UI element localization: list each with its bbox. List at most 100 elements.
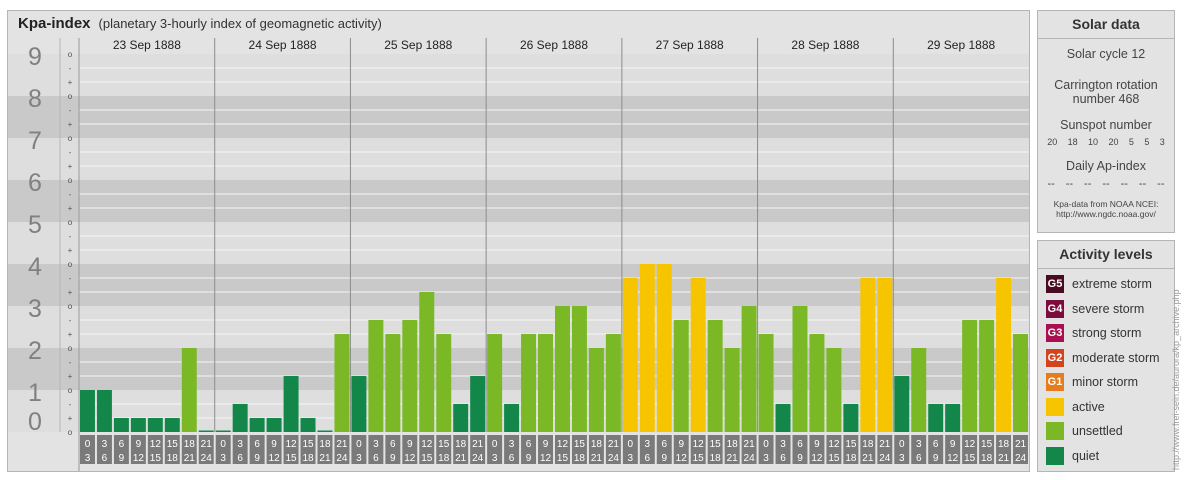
interval-end-label: 3 [85, 453, 91, 464]
sub-tick-label: - [69, 148, 72, 157]
legend-item: G4 severe storm [1046, 299, 1144, 319]
interval-end-label: 18 [574, 453, 586, 464]
kpa-bar-chart: 0123456789o+-o+-o+-o+-o+-o+-o+-o+-o+-o23… [8, 38, 1029, 471]
solar-data-panel: Solar data Solar cycle 12 Carrington rot… [1037, 10, 1175, 233]
day-label: 24 Sep 1888 [249, 38, 317, 52]
interval-start-label: 0 [85, 439, 91, 450]
interval-box [877, 435, 893, 464]
kp-band [8, 138, 1029, 180]
interval-end-label: 15 [964, 453, 976, 464]
sub-tick-label: o [68, 218, 73, 227]
kp-bar [809, 334, 825, 432]
interval-start-label: 3 [373, 439, 379, 450]
interval-box [996, 435, 1012, 464]
sub-tick-label: - [69, 190, 72, 199]
interval-end-label: 9 [526, 453, 532, 464]
legend-item: G5 extreme storm [1046, 274, 1152, 294]
legend-swatch [1046, 446, 1064, 465]
legend-label: severe storm [1072, 301, 1145, 316]
interval-box [470, 435, 486, 464]
interval-start-label: 12 [828, 439, 840, 450]
sub-tick-label: - [69, 400, 72, 409]
interval-start-label: 12 [964, 439, 976, 450]
ap-value: -- [1102, 178, 1110, 190]
interval-end-label: 18 [302, 453, 314, 464]
interval-start-label: 15 [845, 439, 857, 450]
interval-end-label: 15 [828, 453, 840, 464]
interval-end-label: 9 [933, 453, 939, 464]
interval-end-label: 6 [780, 453, 786, 464]
kp-bar [639, 264, 655, 432]
interval-start-label: 0 [628, 439, 634, 450]
ap-value: -- [1157, 178, 1165, 190]
interval-box [249, 435, 265, 464]
interval-box [656, 435, 672, 464]
interval-box [351, 435, 367, 464]
legend-item: G1 minor storm [1046, 372, 1138, 392]
kp-bar [402, 319, 418, 432]
kp-bar [487, 334, 503, 432]
interval-box [826, 435, 842, 464]
interval-end-label: 9 [390, 453, 396, 464]
interval-start-label: 3 [237, 439, 243, 450]
interval-box [419, 435, 435, 464]
sub-tick-label: + [68, 204, 73, 213]
kp-bar [113, 418, 129, 432]
interval-end-label: 15 [150, 453, 162, 464]
interval-end-label: 6 [509, 453, 515, 464]
sunspot-value: 20 [1047, 137, 1058, 147]
kp-band [8, 348, 1029, 390]
interval-end-label: 18 [167, 453, 179, 464]
y-tick-label: 3 [28, 295, 42, 323]
interval-box [792, 435, 808, 464]
kp-band [8, 180, 1029, 222]
interval-end-label: 3 [763, 453, 769, 464]
kp-bar [826, 348, 842, 432]
interval-end-label: 6 [373, 453, 379, 464]
sunspot-label: Sunspot number [1060, 118, 1152, 132]
interval-box [809, 435, 825, 464]
sub-tick-label: + [68, 78, 73, 87]
legend-label: unsettled [1072, 424, 1123, 438]
sub-tick-label: o [68, 134, 73, 143]
legend-item: G2 moderate storm [1046, 348, 1160, 368]
interval-end-label: 12 [404, 453, 416, 464]
interval-start-label: 15 [710, 439, 722, 450]
legend-label: quiet [1072, 448, 1100, 463]
interval-end-label: 21 [862, 453, 874, 464]
day-label: 25 Sep 1888 [384, 38, 452, 52]
interval-end-label: 6 [916, 453, 922, 464]
interval-start-label: 21 [336, 439, 348, 450]
chart-title-row: Kpa-index (planetary 3-hourly index of ge… [18, 15, 382, 32]
kp-bar [351, 376, 367, 432]
sub-tick-label: - [69, 64, 72, 73]
kp-bar [622, 277, 638, 432]
interval-start-label: 9 [950, 439, 956, 450]
interval-start-label: 0 [220, 439, 226, 450]
kp-bar [147, 418, 163, 432]
interval-box [622, 435, 638, 464]
interval-start-label: 6 [661, 439, 667, 450]
kp-band [8, 306, 1029, 348]
legend-label: moderate storm [1072, 350, 1160, 365]
interval-end-label: 15 [285, 453, 297, 464]
interval-end-label: 21 [727, 453, 739, 464]
day-label: 23 Sep 1888 [113, 38, 181, 52]
interval-start-label: 18 [455, 439, 467, 450]
interval-start-label: 21 [201, 439, 213, 450]
sub-tick-label: - [69, 358, 72, 367]
y-tick-label: 5 [28, 211, 42, 239]
interval-end-label: 18 [438, 453, 450, 464]
interval-box [928, 435, 944, 464]
legend-swatch [1046, 397, 1064, 416]
kp-bar [724, 348, 740, 432]
interval-end-label: 24 [879, 453, 891, 464]
interval-start-label: 3 [509, 439, 515, 450]
interval-box [538, 435, 553, 464]
interval-box [639, 435, 655, 464]
legend-label: active [1072, 399, 1105, 414]
interval-box [317, 435, 333, 464]
interval-box [588, 435, 604, 464]
interval-box [894, 435, 910, 464]
ap-value: -- [1120, 178, 1128, 190]
